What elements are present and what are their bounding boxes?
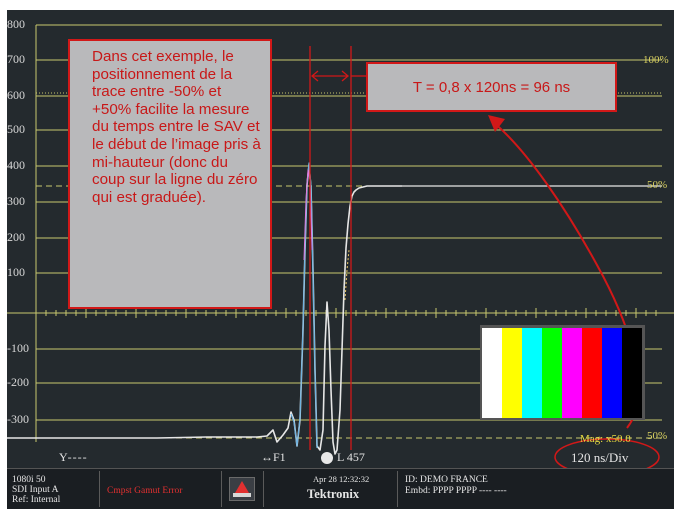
color-bar-0 [482, 328, 502, 418]
y-label-minus-300: -300 [7, 412, 29, 426]
color-bar-4 [562, 328, 582, 418]
zero-line-ticks [35, 308, 657, 318]
measure-arrow-right-head [341, 70, 350, 82]
embedded-audio-status: Embd: PPPP PPPP ---- ---- [405, 486, 507, 496]
explanation-note: Dans cet exemple, le positionnement de l… [68, 39, 272, 309]
channel-readout: Y---- [59, 450, 88, 464]
line-readout[interactable]: L 457 [321, 450, 365, 465]
timebase-highlight-ellipse [554, 438, 660, 468]
pointer-icon [488, 115, 505, 132]
y-label-500: 500 [7, 122, 25, 136]
y-label-400: 400 [7, 158, 25, 172]
status-divider [221, 471, 222, 507]
color-bar-1 [502, 328, 522, 418]
status-divider [397, 471, 398, 507]
color-bar-7 [622, 328, 642, 418]
y-label-300: 300 [7, 194, 25, 208]
waveform-display: 800 700 600 500 400 300 200 100 -100 -20… [7, 10, 674, 468]
y-label-minus-100: -100 [7, 341, 29, 355]
brand-logo: Tektronix [307, 487, 360, 501]
y-label-200: 200 [7, 230, 25, 244]
status-divider [263, 471, 264, 507]
measure-arrow-left-head [310, 70, 319, 82]
alarm-icon[interactable] [229, 477, 255, 501]
percent-label-50-top: 50% [647, 179, 668, 191]
input-source: SDI Input A [12, 485, 59, 495]
date-time: Apr 28 12:32:32 [313, 474, 370, 484]
status-bar: 1080i 50 SDI Input A Ref: Internal Cmpst… [7, 468, 674, 509]
explanation-note-text: Dans cet exemple, le positionnement de l… [92, 48, 261, 206]
gamut-error-status: Cmpst Gamut Error [107, 486, 183, 496]
y-label-600: 600 [7, 88, 25, 102]
status-divider [99, 471, 100, 507]
color-bar-3 [542, 328, 562, 418]
line-select-icon [321, 451, 333, 464]
percent-label-50-bottom: 50% [647, 430, 668, 442]
percent-label-100: 100% [643, 54, 669, 66]
formula-text: T = 0,8 x 120ns = 96 ns [412, 78, 571, 96]
y-label-minus-200: -200 [7, 375, 29, 389]
y-label-100: 100 [7, 265, 25, 279]
video-format: 1080i 50 [12, 475, 46, 485]
waveform-trace [7, 162, 662, 455]
y-label-800: 800 [7, 17, 25, 31]
color-bar-2 [522, 328, 542, 418]
device-id: ID: DEMO FRANCE [405, 475, 488, 485]
field-readout: ↔F1 [261, 450, 286, 464]
mag-readout: Mag: x50.0 [580, 433, 631, 445]
color-bars-thumbnail [480, 325, 645, 420]
color-bar-5 [582, 328, 602, 418]
timebase-readout[interactable]: 120 ns/Div [571, 450, 629, 465]
y-label-700: 700 [7, 52, 25, 66]
formula-box: T = 0,8 x 120ns = 96 ns [366, 62, 617, 112]
color-bar-6 [602, 328, 622, 418]
field-arrow-icon: ↔ [261, 450, 273, 464]
reference-source: Ref: Internal [12, 495, 61, 505]
